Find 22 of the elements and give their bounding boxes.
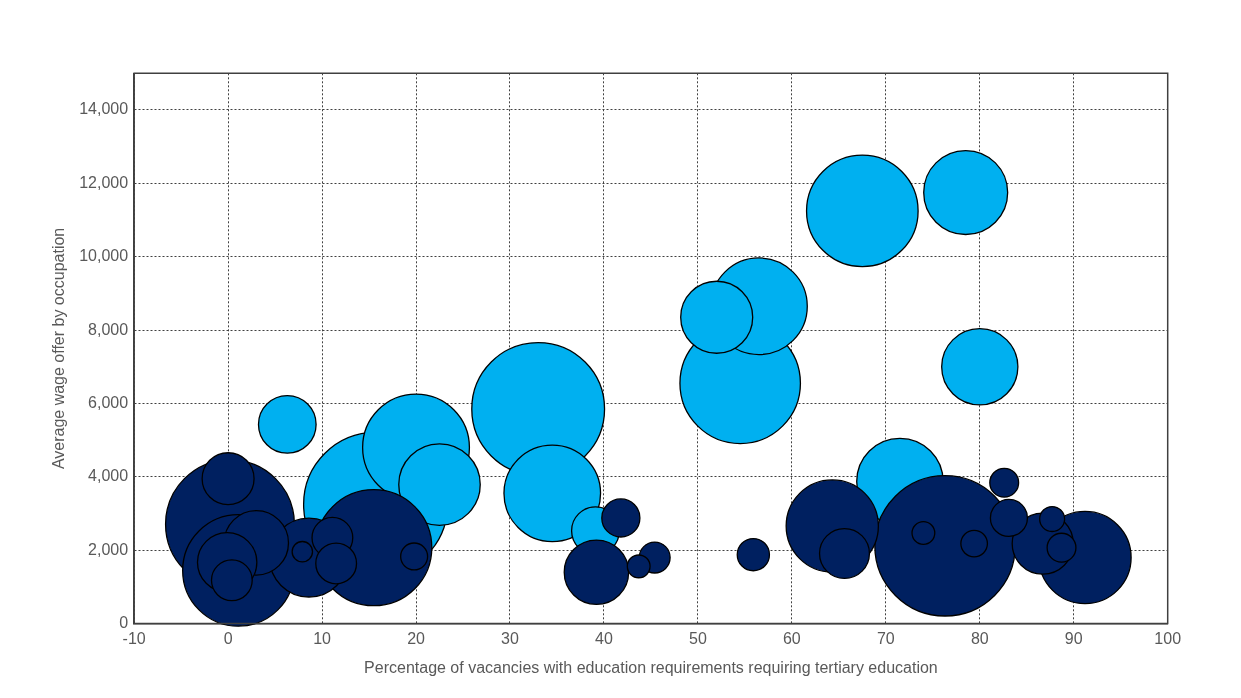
x-tick-label: 50 [689,629,707,647]
y-tick-label: 0 [119,614,129,632]
y-tick-label: 10,000 [79,247,129,265]
x-tick-label: -10 [122,629,146,647]
x-tick-label: 10 [313,629,332,647]
x-tick-label: 30 [501,629,519,647]
x-tick-label: 0 [223,629,233,647]
y-tick-label: 12,000 [79,173,129,191]
x-tick-label: 70 [876,629,895,647]
x-tick-label: 60 [782,629,801,647]
x-tick-label: 40 [595,629,613,647]
y-axis-title: Average wage offer by occupation [50,227,68,470]
y-tick-label: 4,000 [88,467,129,485]
x-tick-label: 80 [970,629,989,647]
x-tick-label: 90 [1064,629,1083,647]
x-tick-label: 20 [407,629,426,647]
y-tick-label: 8,000 [88,320,129,338]
x-tick-label: 100 [1154,629,1182,647]
x-axis-title: Percentage of vacancies with education requirements requiring tertiary education [364,658,938,676]
y-tick-label: 6,000 [88,393,129,411]
y-tick-label: 14,000 [79,100,129,118]
y-tick-label: 2,000 [88,540,129,558]
